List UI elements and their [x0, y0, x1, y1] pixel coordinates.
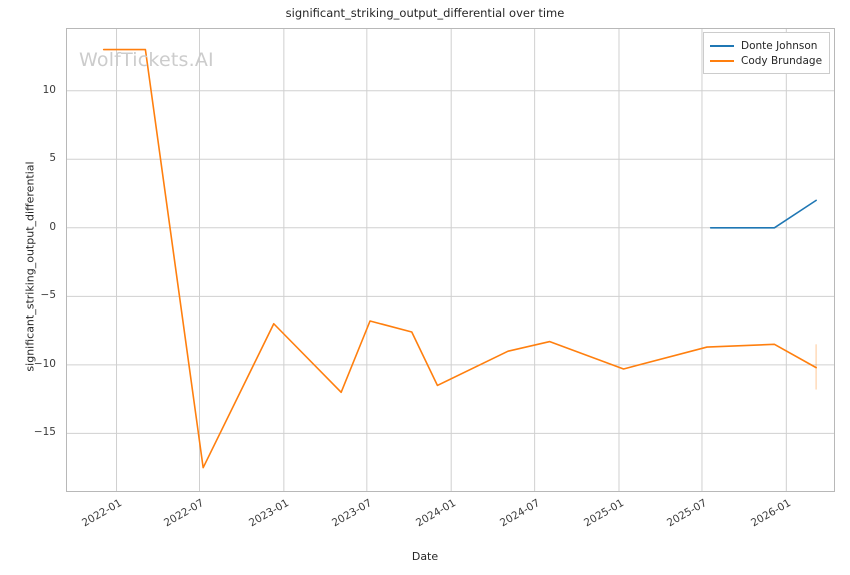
chart-title: significant_striking_output_differential…	[285, 6, 565, 20]
x-tick-label: 2025-07	[664, 497, 709, 530]
x-tick-label: 2023-01	[246, 497, 291, 530]
plot-area: WolfTickets.AI	[66, 28, 835, 492]
chart-legend: Donte Johnson Cody Brundage	[703, 32, 831, 74]
legend-label-donte-johnson: Donte Johnson	[741, 39, 818, 52]
x-tick-label: 2025-01	[581, 497, 626, 530]
legend-label-cody-brundage: Cody Brundage	[741, 54, 823, 67]
x-tick-label: 2022-01	[79, 497, 124, 530]
grid-lines	[67, 29, 834, 491]
legend-swatch-cody-brundage	[710, 59, 734, 62]
x-tick-label: 2024-07	[497, 497, 542, 530]
y-axis-label: significant_striking_output_differential	[23, 161, 37, 372]
x-tick-label: 2024-01	[414, 497, 459, 530]
x-tick-label: 2023-07	[329, 497, 374, 530]
series-lines	[102, 48, 817, 469]
series-line	[709, 199, 817, 229]
x-tick-label: 2026-01	[749, 497, 794, 530]
legend-swatch-donte-johnson	[710, 44, 734, 47]
legend-item-cody-brundage: Cody Brundage	[710, 53, 822, 68]
legend-item-donte-johnson: Donte Johnson	[710, 38, 822, 53]
series-line	[102, 48, 817, 469]
plot-svg	[67, 29, 834, 491]
x-tick-label: 2022-07	[162, 497, 207, 530]
x-axis-label: Date	[411, 550, 439, 563]
